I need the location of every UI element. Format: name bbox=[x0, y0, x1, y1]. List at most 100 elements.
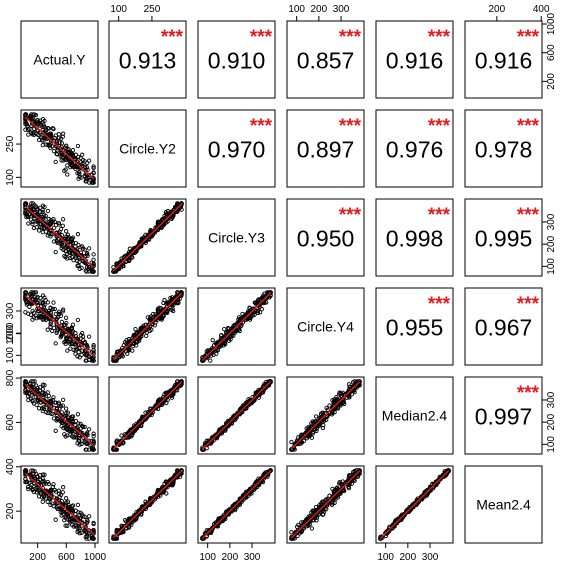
data-point bbox=[144, 414, 149, 419]
data-point bbox=[153, 495, 158, 500]
panel-1-4: 0.976*** bbox=[375, 109, 454, 188]
panel-frame bbox=[375, 198, 454, 277]
data-point bbox=[69, 434, 75, 439]
data-point bbox=[30, 308, 35, 314]
panel-frame bbox=[464, 376, 543, 455]
data-point bbox=[37, 300, 43, 305]
data-point bbox=[118, 265, 124, 270]
data-point bbox=[68, 346, 73, 351]
correlation-value: 0.897 bbox=[297, 137, 355, 163]
data-point bbox=[79, 441, 84, 447]
data-point bbox=[123, 259, 128, 265]
significance-stars: *** bbox=[428, 205, 451, 226]
data-point bbox=[33, 213, 38, 218]
data-point bbox=[111, 536, 116, 541]
data-point bbox=[65, 163, 70, 168]
data-point bbox=[33, 471, 39, 477]
data-point bbox=[200, 447, 205, 452]
fit-line bbox=[112, 203, 183, 272]
data-point bbox=[53, 159, 58, 165]
variable-label: Actual.Y bbox=[33, 52, 86, 68]
data-point bbox=[161, 219, 166, 224]
data-point bbox=[147, 411, 152, 416]
data-point bbox=[254, 300, 260, 305]
data-point bbox=[26, 221, 31, 226]
data-point bbox=[257, 390, 262, 395]
data-point bbox=[60, 223, 65, 228]
data-point bbox=[70, 508, 75, 514]
data-point bbox=[56, 309, 62, 314]
panel-2-2: Circle.Y3 bbox=[197, 198, 276, 277]
data-point bbox=[63, 434, 68, 439]
data-point bbox=[257, 479, 262, 484]
data-point bbox=[40, 300, 45, 306]
data-point bbox=[261, 293, 266, 298]
data-point bbox=[46, 393, 52, 399]
fit-line bbox=[112, 292, 183, 361]
data-point bbox=[85, 253, 90, 258]
panel-frame bbox=[375, 109, 454, 188]
data-point bbox=[70, 419, 75, 424]
tick-label: 100 bbox=[377, 552, 394, 563]
data-point bbox=[60, 131, 66, 136]
data-point bbox=[72, 249, 78, 254]
panel-5-1 bbox=[108, 465, 187, 544]
data-point bbox=[50, 411, 55, 416]
data-point bbox=[78, 160, 84, 165]
data-point bbox=[69, 429, 75, 434]
data-point bbox=[83, 358, 88, 363]
data-point bbox=[306, 518, 311, 524]
data-point bbox=[46, 216, 52, 222]
data-point bbox=[231, 416, 236, 422]
data-point bbox=[53, 428, 58, 433]
panel-0-5: 0.916*** bbox=[464, 20, 543, 99]
data-point bbox=[155, 227, 161, 233]
data-point bbox=[65, 417, 71, 423]
data-point bbox=[37, 205, 43, 210]
data-point bbox=[24, 212, 29, 217]
data-point bbox=[48, 131, 54, 137]
data-point bbox=[65, 523, 70, 528]
significance-stars: *** bbox=[339, 205, 362, 226]
panel-5-0 bbox=[20, 465, 99, 544]
data-point bbox=[435, 479, 440, 484]
data-point bbox=[86, 158, 92, 163]
data-point bbox=[56, 491, 62, 496]
data-point bbox=[170, 300, 175, 305]
data-point bbox=[355, 474, 361, 479]
correlation-value: 0.916 bbox=[386, 48, 444, 74]
data-point bbox=[218, 343, 223, 349]
data-point bbox=[164, 212, 170, 217]
panel-3-3: Circle.Y4 bbox=[286, 287, 365, 366]
data-point bbox=[83, 534, 88, 540]
data-point bbox=[43, 489, 48, 494]
panel-0-4: 0.916*** bbox=[375, 20, 454, 99]
data-point bbox=[431, 482, 437, 488]
data-point bbox=[40, 317, 45, 322]
data-point bbox=[23, 201, 28, 206]
panel-5-3 bbox=[286, 465, 365, 544]
data-point bbox=[177, 291, 183, 297]
correlation-value: 0.978 bbox=[475, 137, 533, 163]
data-point bbox=[26, 132, 31, 137]
data-point bbox=[133, 326, 138, 332]
correlation-value: 0.967 bbox=[475, 315, 533, 341]
data-point bbox=[24, 214, 29, 220]
data-point bbox=[148, 314, 153, 319]
data-point bbox=[120, 354, 125, 359]
data-point bbox=[40, 499, 45, 504]
data-point bbox=[153, 405, 158, 410]
significance-stars: *** bbox=[517, 116, 540, 137]
data-point bbox=[36, 406, 42, 411]
data-point bbox=[59, 319, 65, 325]
data-point bbox=[354, 474, 359, 479]
data-point bbox=[48, 320, 53, 325]
data-point bbox=[121, 263, 126, 269]
data-point bbox=[80, 330, 85, 336]
data-point bbox=[59, 507, 65, 512]
data-point bbox=[78, 244, 83, 250]
data-point bbox=[24, 302, 29, 307]
tick-label: 600 bbox=[546, 44, 557, 61]
data-point bbox=[85, 430, 90, 435]
